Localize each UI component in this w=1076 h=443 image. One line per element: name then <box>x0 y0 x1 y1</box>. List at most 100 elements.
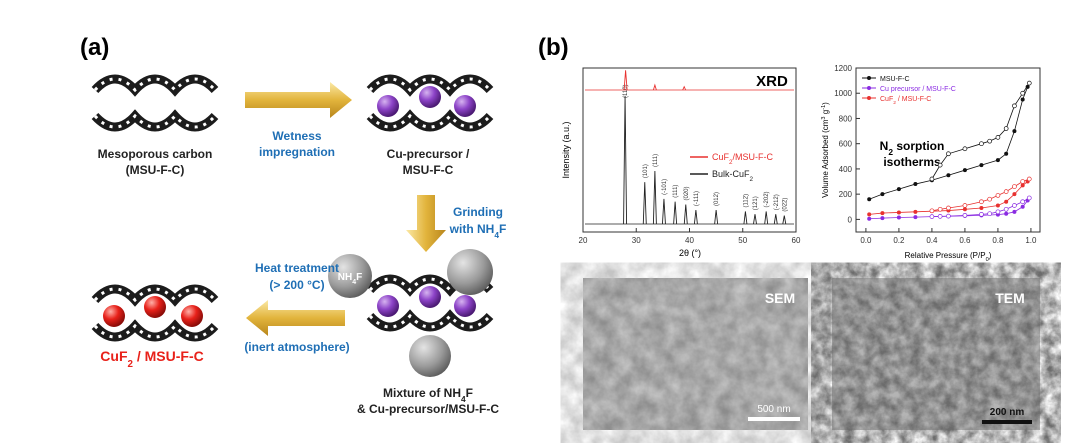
peak-label: (111) <box>653 154 659 167</box>
x-tick-label: 0.6 <box>959 236 971 245</box>
legend-marker <box>867 76 871 80</box>
adsorption-point <box>1020 204 1025 209</box>
adsorption-point <box>979 163 984 168</box>
image-label: TEM <box>995 290 1025 306</box>
y-axis-label: Volume Adsorbed (cm3 g-1) <box>821 102 830 198</box>
x-tick-label: 20 <box>579 236 588 245</box>
xrd-peak <box>661 198 666 225</box>
peak-label: (020) <box>684 186 690 200</box>
text-part: F <box>356 272 362 283</box>
legend-entry: Cu precursor / MSU-F-C <box>880 86 956 93</box>
desorption-point <box>937 206 943 212</box>
x-tick-label: 40 <box>685 236 694 245</box>
particle <box>419 286 441 308</box>
desorption-point <box>1003 189 1009 194</box>
adsorption-point <box>913 209 918 214</box>
text-part: sorption <box>893 139 944 153</box>
x-tick-label: 0.2 <box>893 236 905 245</box>
particle <box>144 296 166 318</box>
text-part: F <box>499 222 506 236</box>
xrd-frame <box>582 67 797 233</box>
legend-entry: CuF2/MSU-F-C <box>712 152 774 166</box>
peak-label: (112) <box>743 194 749 208</box>
text-part: -1 <box>821 105 827 110</box>
y-tick-label: 200 <box>839 190 853 199</box>
desorption-point <box>1012 103 1017 109</box>
peak-label: (-101) <box>662 179 668 195</box>
adsorption-point <box>1004 211 1009 216</box>
label: NH4F <box>338 272 362 286</box>
label: Mixture of NH4F <box>383 386 473 404</box>
text-part: NH <box>338 272 352 283</box>
panel-label: (a) <box>80 34 109 61</box>
xrd-peak <box>714 210 719 225</box>
text-part: CuF <box>880 96 893 103</box>
text-part: 0 <box>986 257 989 263</box>
adsorption-point <box>995 203 1000 208</box>
label: (MSU-F-C) <box>126 163 185 177</box>
label: with NH4F <box>449 222 507 240</box>
desorption-point <box>987 196 993 202</box>
adsorption-point <box>1012 192 1017 197</box>
tem-texture <box>832 278 1040 430</box>
arrow <box>245 82 352 118</box>
text-part: Relative Pressure (P/P <box>905 251 986 260</box>
text-part: Volume Adsorbed (cm <box>821 119 830 198</box>
desorption-point <box>1003 126 1009 131</box>
peak-label: (121) <box>753 196 759 210</box>
y-tick-label: 400 <box>839 165 853 174</box>
adsorption-line <box>869 82 1030 200</box>
adsorption-point <box>913 182 918 187</box>
xrd-peak <box>623 70 628 91</box>
scale-label: 500 nm <box>757 404 790 415</box>
label: & Cu-precursor/MSU-F-C <box>357 402 499 416</box>
sem-texture <box>583 278 808 430</box>
desorption-point <box>979 211 984 217</box>
adsorption-point <box>896 187 901 192</box>
desorption-point <box>929 208 935 214</box>
desorption-point <box>1012 203 1017 208</box>
label: MSU-F-C <box>403 163 454 177</box>
text-part: ) <box>989 251 992 260</box>
xrd-peak <box>682 85 687 91</box>
particle <box>409 335 451 377</box>
desorption-point <box>979 141 984 147</box>
image-label: SEM <box>765 290 795 306</box>
text-part: CuF <box>100 348 128 364</box>
label: impregnation <box>259 145 335 159</box>
text-part: with NH <box>449 222 495 236</box>
nh4f-particle <box>328 254 372 298</box>
adsorption-point <box>867 212 872 217</box>
panel-label: (b) <box>538 34 569 61</box>
text-part: 4 <box>461 394 466 404</box>
legend-entry: CuF2 / MSU-F-C <box>880 96 931 106</box>
y-tick-label: 1000 <box>834 89 852 98</box>
label: Cu-precursor / <box>387 147 470 161</box>
legend-marker <box>867 96 871 100</box>
label: Heat treatment <box>255 261 339 275</box>
desorption-point <box>1012 184 1017 189</box>
annotation: isotherms <box>883 155 941 169</box>
xrd-peak <box>773 214 778 225</box>
desorption-point <box>1020 199 1026 205</box>
text-part: 4 <box>494 230 499 240</box>
scale-bar <box>748 417 800 421</box>
text-part: 2 <box>750 176 754 183</box>
arrow <box>246 300 345 336</box>
particle <box>181 305 203 327</box>
xrd-peak <box>683 204 688 225</box>
desorption-point <box>946 205 951 211</box>
text-part: MSU-F-C <box>880 76 910 83</box>
xrd-peak <box>652 83 657 91</box>
desorption-point <box>987 211 993 217</box>
desorption-point <box>1026 195 1032 201</box>
text-part: 3 <box>821 116 827 119</box>
desorption-point <box>962 203 968 208</box>
chart-title: XRD <box>756 73 788 90</box>
desorption-point <box>979 199 984 205</box>
desorption-point <box>995 209 1001 215</box>
label: CuF2 / MSU-F-C <box>100 348 203 370</box>
xrd-peak <box>693 210 698 225</box>
text-part: CuF <box>712 152 730 162</box>
